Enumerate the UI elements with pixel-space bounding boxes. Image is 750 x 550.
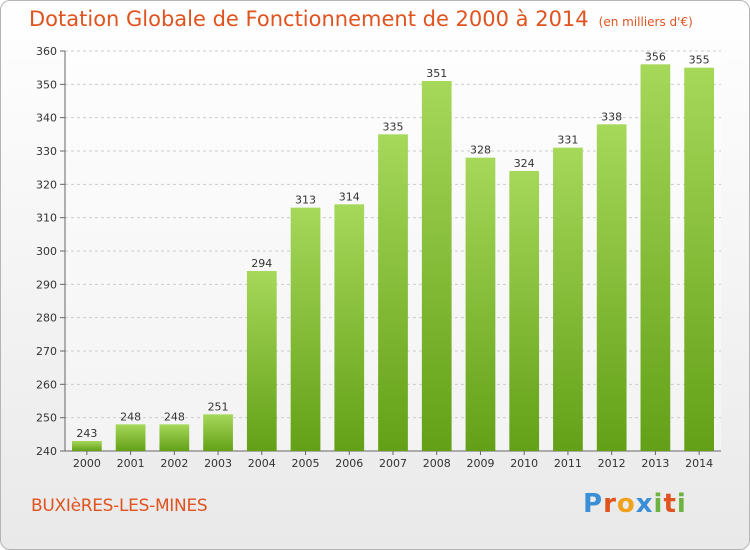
logo-letter: o bbox=[616, 489, 636, 519]
bar-value-label: 331 bbox=[557, 134, 578, 147]
bar-value-label: 313 bbox=[295, 194, 316, 207]
chart-unit: (en milliers d'€) bbox=[598, 15, 693, 29]
y-tick-label: 350 bbox=[36, 78, 57, 91]
logo-letter: t bbox=[663, 489, 677, 519]
proxiti-logo: Proxiti bbox=[583, 489, 687, 519]
bar-value-label: 243 bbox=[76, 427, 97, 440]
bar bbox=[290, 207, 321, 451]
bar-value-label: 328 bbox=[470, 144, 491, 157]
bar bbox=[378, 134, 408, 452]
x-tick-label: 2000 bbox=[73, 457, 101, 470]
logo-letter: i bbox=[676, 489, 687, 519]
y-tick-label: 360 bbox=[36, 45, 57, 58]
bar bbox=[246, 271, 277, 451]
bar bbox=[509, 171, 540, 451]
x-tick-label: 2001 bbox=[117, 457, 145, 470]
bar-value-label: 251 bbox=[208, 400, 229, 413]
x-tick-label: 2012 bbox=[598, 457, 626, 470]
y-tick-label: 340 bbox=[36, 112, 57, 125]
y-tick-label: 270 bbox=[36, 345, 57, 358]
bar-value-label: 324 bbox=[514, 157, 535, 170]
chart-title: Dotation Globale de Fonctionnement de 20… bbox=[29, 7, 693, 31]
x-tick-label: 2007 bbox=[379, 457, 407, 470]
x-tick-label: 2002 bbox=[160, 457, 188, 470]
logo-letter: i bbox=[653, 489, 664, 519]
bar bbox=[115, 424, 146, 451]
x-tick-label: 2011 bbox=[554, 457, 582, 470]
bar bbox=[596, 124, 627, 451]
bar bbox=[640, 64, 671, 452]
y-tick-label: 320 bbox=[36, 178, 57, 191]
bar-value-label: 294 bbox=[251, 257, 272, 270]
bar-value-label: 248 bbox=[120, 410, 141, 423]
y-tick-label: 280 bbox=[36, 312, 57, 325]
bar bbox=[159, 424, 190, 451]
bar-value-label: 335 bbox=[383, 120, 404, 133]
x-tick-label: 2003 bbox=[204, 457, 232, 470]
bar bbox=[684, 67, 715, 452]
bar bbox=[553, 147, 583, 451]
bar-value-label: 314 bbox=[339, 190, 360, 203]
y-tick-label: 310 bbox=[36, 212, 57, 225]
y-tick-label: 300 bbox=[36, 245, 57, 258]
x-tick-label: 2006 bbox=[335, 457, 363, 470]
bar-value-label: 355 bbox=[689, 54, 710, 67]
logo-letter: P bbox=[583, 489, 604, 519]
bar bbox=[203, 414, 233, 451]
logo-letter: x bbox=[635, 489, 654, 519]
x-tick-label: 2013 bbox=[641, 457, 669, 470]
bar-value-label: 338 bbox=[601, 110, 622, 123]
chart-title-text: Dotation Globale de Fonctionnement de 20… bbox=[29, 7, 589, 31]
bar-value-label: 248 bbox=[164, 410, 185, 423]
x-tick-label: 2010 bbox=[510, 457, 538, 470]
bar-value-label: 351 bbox=[426, 67, 447, 80]
x-tick-label: 2004 bbox=[248, 457, 276, 470]
x-tick-label: 2009 bbox=[466, 457, 494, 470]
y-tick-label: 290 bbox=[36, 278, 57, 291]
bar bbox=[465, 157, 496, 451]
bar-value-label: 356 bbox=[645, 50, 666, 63]
y-tick-label: 250 bbox=[36, 412, 57, 425]
bar bbox=[334, 204, 365, 451]
logo-letter: r bbox=[603, 489, 617, 519]
x-tick-label: 2005 bbox=[292, 457, 320, 470]
commune-name: BUXIèRES-LES-MINES bbox=[31, 496, 208, 516]
bar bbox=[421, 81, 452, 451]
y-tick-label: 240 bbox=[36, 445, 57, 458]
bar bbox=[71, 441, 102, 451]
y-tick-label: 330 bbox=[36, 145, 57, 158]
y-tick-label: 260 bbox=[36, 378, 57, 391]
x-tick-label: 2014 bbox=[685, 457, 713, 470]
x-tick-label: 2008 bbox=[423, 457, 451, 470]
